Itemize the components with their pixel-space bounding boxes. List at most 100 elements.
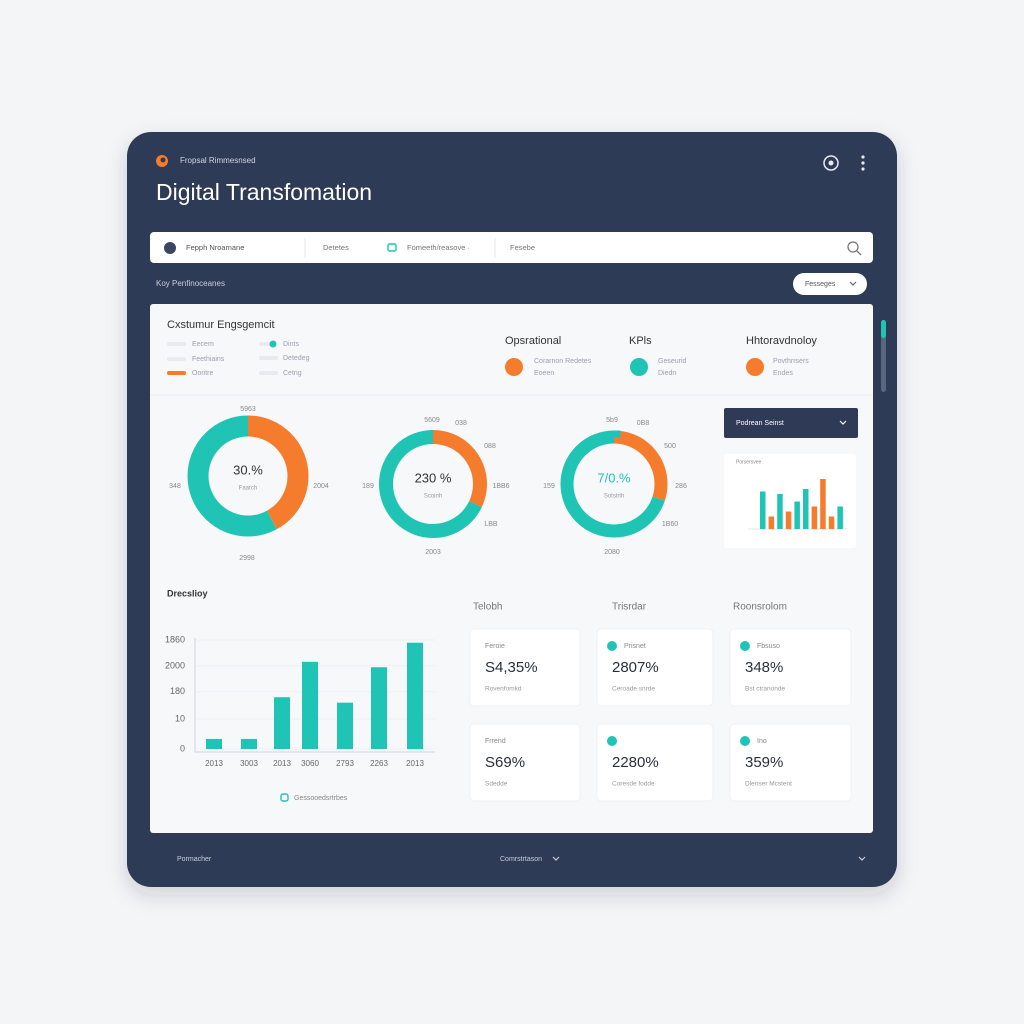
kpi-icon: [746, 358, 764, 376]
metric-card: [469, 723, 581, 802]
metric-card: [729, 723, 852, 802]
x-tick-label: 2013: [273, 759, 291, 768]
metric-cards: [469, 628, 852, 802]
card-value: 348%: [745, 659, 783, 676]
y-tick-label: 0: [180, 743, 185, 753]
legend-label: Eecem: [192, 341, 214, 348]
donut-label: 038: [455, 420, 467, 427]
search-icon-handle: [856, 250, 862, 256]
card-value: 2807%: [612, 659, 659, 676]
donut-label: 0B8: [637, 420, 650, 427]
page-title: Digital Transfomation: [156, 179, 372, 205]
donut-center: 7/0.%: [597, 470, 631, 485]
avatar: [164, 242, 176, 254]
kpi-title: KPls: [629, 335, 652, 347]
legend-swatches: [167, 340, 278, 375]
donut-sub: Sotstrih: [604, 494, 624, 500]
nav-item: Fomeeth/reasove ·: [407, 243, 470, 252]
card-value: 359%: [745, 754, 783, 771]
donut-label: 2998: [239, 555, 255, 562]
x-tick-label: 2013: [205, 759, 223, 768]
section-title: Cxstumur Engsgemcit: [167, 319, 275, 331]
donut-label: 1B60: [662, 521, 678, 528]
metric-card: [596, 628, 714, 707]
footer-left: Pormacher: [177, 856, 212, 863]
search-icon[interactable]: [847, 241, 859, 253]
donut-label: 5b9: [606, 417, 618, 424]
period-dropdown[interactable]: [793, 273, 867, 295]
card-label: Feroie: [485, 643, 505, 650]
metric-card: [729, 628, 852, 707]
kpi-icon: [630, 358, 648, 376]
donut-segment: [379, 430, 487, 538]
card-icon: [740, 736, 750, 746]
user-name: Fepph Nroamane: [186, 243, 244, 252]
legend-label: Dints: [283, 341, 299, 348]
kpi-line: Povthrrsers: [773, 358, 809, 365]
kpi-icon: [505, 358, 523, 376]
card-icon: [740, 641, 750, 651]
y-tick-label: 180: [170, 686, 185, 696]
x-tick-label: 2263: [370, 759, 388, 768]
x-tick-label: 3003: [240, 759, 258, 768]
legend-icon: [280, 793, 289, 802]
kpi-line: Geseurid: [658, 358, 687, 365]
mini-bar: [828, 516, 835, 529]
y-tick-label: 2000: [165, 660, 185, 670]
card-sub: Bst ctranonde: [745, 686, 785, 693]
card-sub: Ceroade snrde: [612, 686, 655, 693]
kpi-line: Endes: [773, 370, 793, 377]
section-label: Roonsrolom: [733, 602, 787, 613]
filter-dropdown[interactable]: [724, 408, 858, 438]
kpi-title: Hhtoravdnoloy: [746, 335, 817, 347]
metric-card: [596, 723, 714, 802]
kpi-line: Eoeen: [534, 370, 554, 377]
kpi-line: Corarnon Redetes: [534, 358, 592, 365]
mini-bar: [777, 494, 783, 529]
chevron[interactable]: [858, 856, 866, 861]
bar: [241, 738, 257, 749]
section-label: Telobh: [473, 602, 502, 613]
card-sub: Sdedde: [485, 781, 508, 788]
bar: [407, 642, 423, 749]
donut-label: 159: [543, 483, 555, 490]
card-sub: Rovenfomkd: [485, 686, 522, 693]
scrollbar-thumb[interactable]: [881, 320, 886, 338]
mini-bar: [785, 511, 792, 529]
legend-label: Ooritre: [192, 370, 214, 377]
mini-bar: [794, 501, 800, 529]
metric-card: [469, 628, 581, 707]
donut-label: 088: [484, 443, 496, 450]
card-label: Fbsuso: [757, 643, 780, 650]
scrollbar-track: [881, 320, 886, 392]
card-icon: [607, 736, 617, 746]
section-label: Trisrdar: [612, 602, 647, 613]
donut-label: 500: [664, 443, 676, 450]
nav-item: Detetes: [323, 243, 349, 252]
legend-label: Gessooedsrtrbes: [294, 795, 348, 802]
chevron: [839, 420, 847, 425]
bar: [371, 667, 387, 749]
donut-label: LBB: [484, 521, 498, 528]
search-bar[interactable]: [150, 232, 873, 263]
nav-icon: [387, 243, 397, 252]
bar: [206, 738, 222, 749]
x-tick-label: 2013: [406, 759, 424, 768]
menu-button[interactable]: [861, 155, 865, 171]
legend-label: Detedeg: [283, 355, 310, 362]
mini-bar: [760, 491, 766, 529]
card-sub: Dlenser Mcstent: [745, 781, 792, 788]
search-button[interactable]: [823, 155, 839, 171]
donut-sub: Faarch: [239, 486, 258, 492]
mini-bar: [768, 516, 775, 529]
footer-center: Comrstrtason: [500, 856, 542, 863]
x-tick-label: 3060: [301, 759, 319, 768]
mini-bar: [820, 479, 826, 529]
donut-center: 30.%: [233, 462, 263, 477]
card-label: Ino: [757, 738, 767, 745]
legend-label: Feethiains: [192, 356, 225, 363]
donut-sub: Scoinh: [424, 494, 442, 500]
mini-bar: [803, 489, 809, 529]
dropdown-label: Fesseges: [805, 281, 836, 288]
